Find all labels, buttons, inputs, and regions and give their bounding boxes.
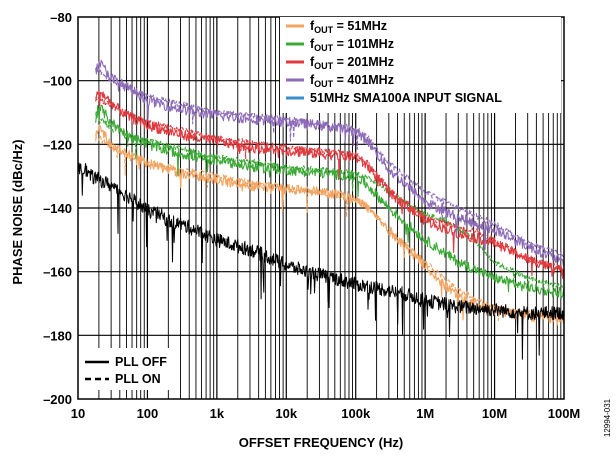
series-line xyxy=(95,104,565,299)
figure-id: 12994-031 xyxy=(603,398,612,437)
legend-label: fOUT = 201MHz xyxy=(310,55,394,71)
y-tick-label: –120 xyxy=(43,137,72,152)
y-tick-label: –140 xyxy=(43,201,72,216)
x-tick-label: 100M xyxy=(548,406,581,421)
y-axis-title: PHASE NOISE (dBc/Hz) xyxy=(10,139,25,284)
legend-background xyxy=(280,17,561,113)
legend-label: PLL OFF xyxy=(115,355,167,369)
y-tick-label: –80 xyxy=(50,10,72,25)
legend-background xyxy=(80,348,174,390)
series-line xyxy=(95,65,565,258)
y-tick-label: –180 xyxy=(43,328,72,343)
y-tick-label: –100 xyxy=(43,74,72,89)
x-tick-label: 100k xyxy=(341,406,371,421)
series-line xyxy=(95,110,565,291)
x-tick-label: 100 xyxy=(137,406,159,421)
legend-label: 51MHz SMA100A INPUT SIGNAL xyxy=(310,91,502,105)
x-tick-labels: 10 100 1k 10k 100k 1M 10M 100M xyxy=(71,406,581,421)
legend-label: fOUT = 51MHz xyxy=(310,19,387,35)
series-layer xyxy=(77,59,565,360)
legend-colors: fOUT = 51MHz fOUT = 101MHz fOUT = 201MHz fO… xyxy=(280,17,561,113)
x-tick-label: 1M xyxy=(416,406,434,421)
y-tick-label: –160 xyxy=(43,265,72,280)
legend-label: fOUT = 101MHz xyxy=(310,37,394,53)
y-tick-labels: –80 –100 –120 –140 –160 –180 –200 xyxy=(43,10,72,407)
legend-label: PLL ON xyxy=(115,372,161,386)
x-tick-label: 1k xyxy=(210,406,225,421)
y-tick-label: –200 xyxy=(43,392,72,407)
x-tick-label: 10k xyxy=(275,406,297,421)
legend-label: fOUT = 401MHz xyxy=(310,73,394,89)
legend-styles: PLL OFF PLL ON xyxy=(80,348,174,390)
x-tick-label: 10 xyxy=(71,406,85,421)
series-line xyxy=(77,162,565,360)
x-axis-title: OFFSET FREQUENCY (Hz) xyxy=(239,435,403,450)
x-tick-label: 10M xyxy=(482,406,507,421)
